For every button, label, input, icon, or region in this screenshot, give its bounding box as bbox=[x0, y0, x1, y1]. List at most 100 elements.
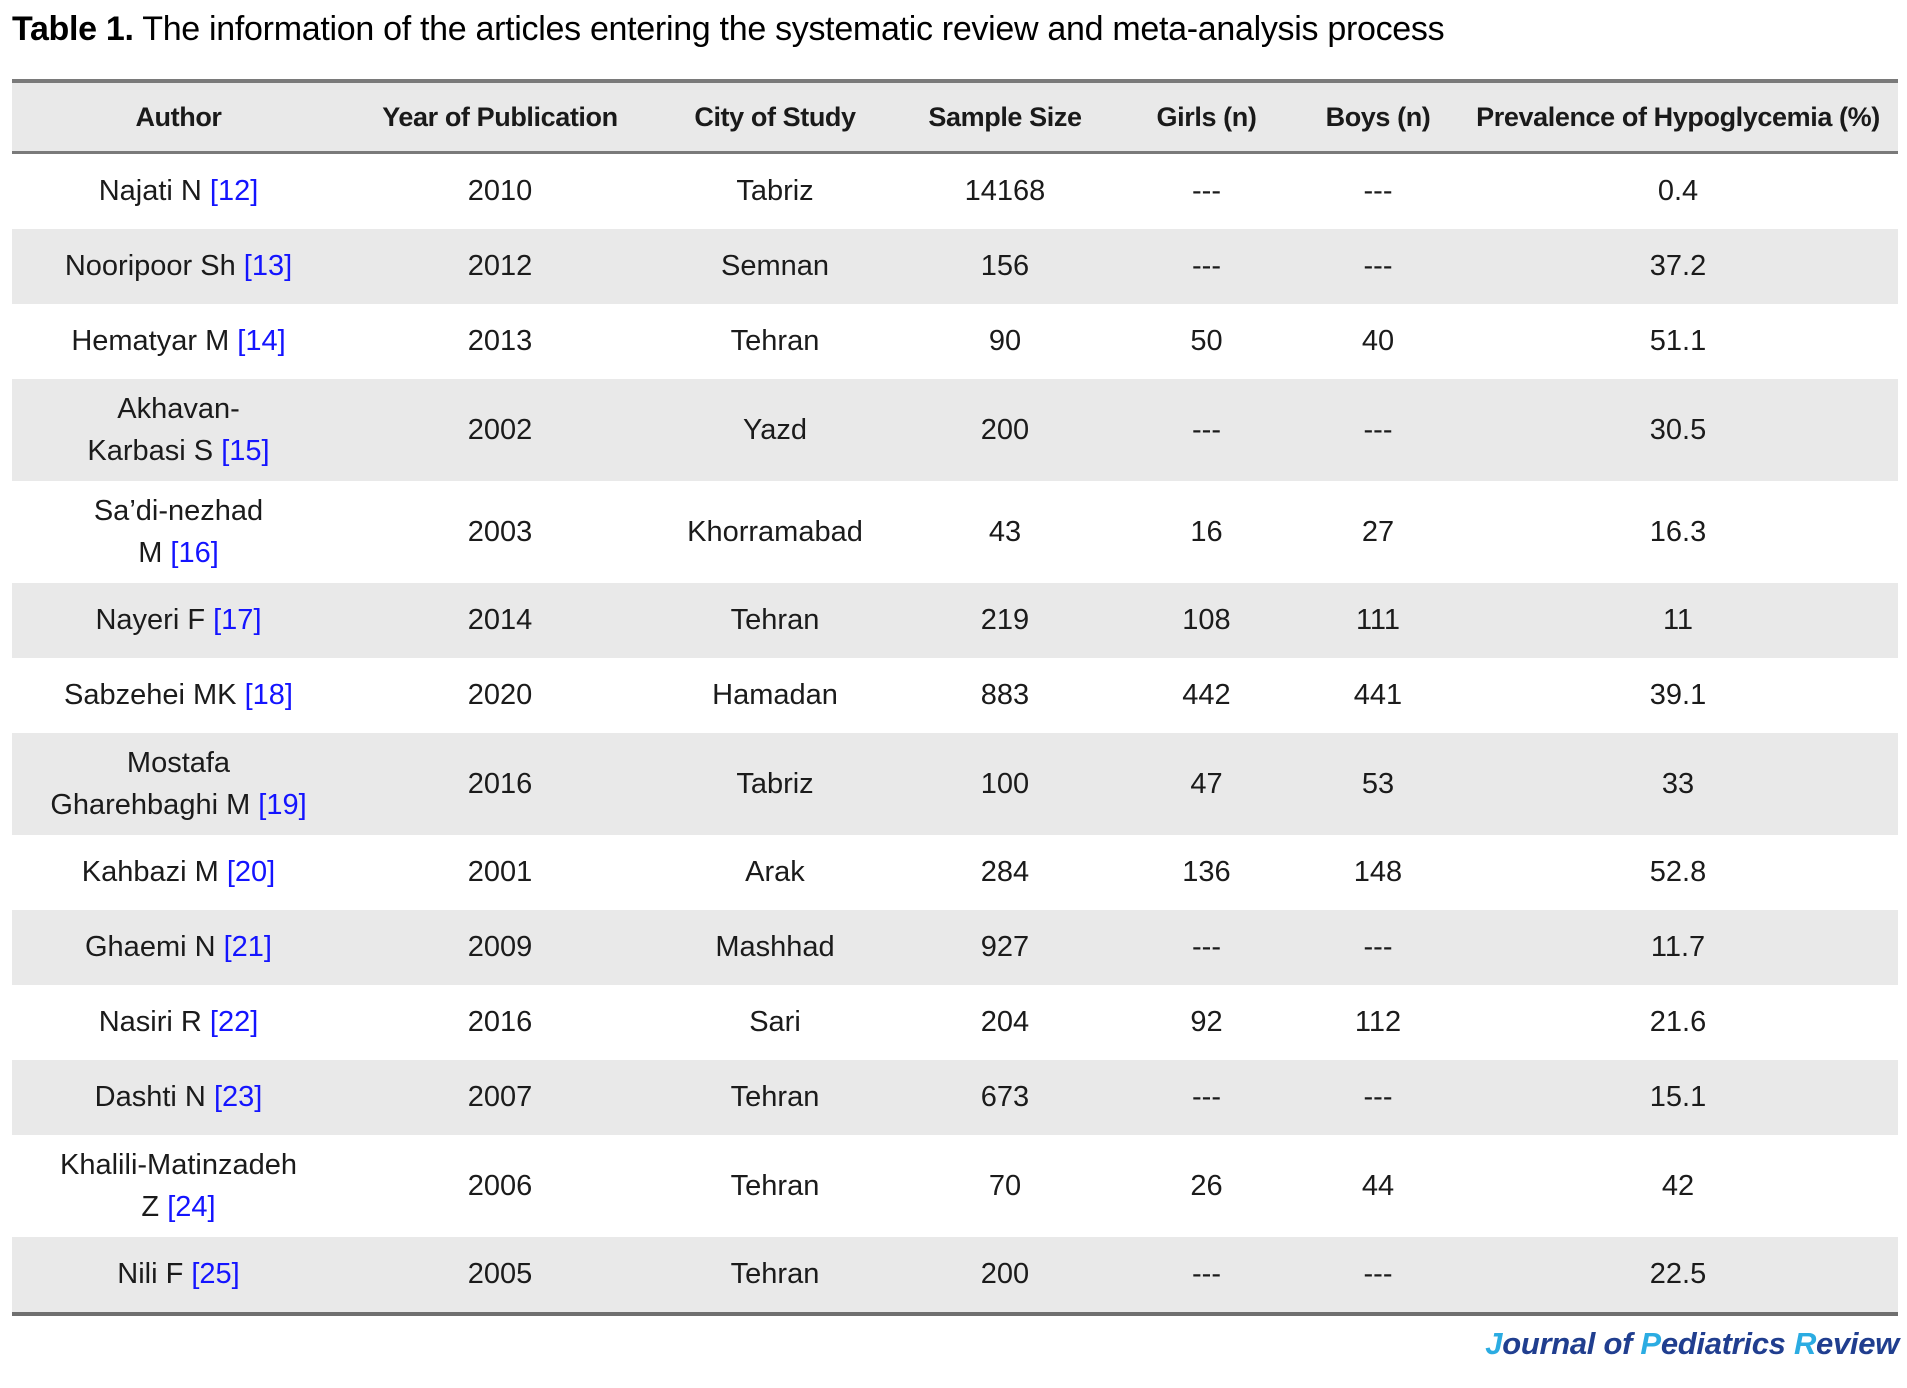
year-cell: 2016 bbox=[345, 733, 655, 835]
sample-size-cell: 673 bbox=[895, 1060, 1115, 1135]
city-cell: Sari bbox=[749, 1006, 801, 1039]
table-title-label: Table 1. bbox=[12, 10, 134, 48]
reference-link[interactable]: [14] bbox=[237, 325, 286, 358]
table-row: Kahbazi M [20] 2001 Arak 284 136 148 52.… bbox=[12, 835, 1898, 910]
sample-size-cell: 204 bbox=[980, 1006, 1030, 1039]
table-row: Nili F [25] 2005 Tehran 200 --- --- 22.5 bbox=[12, 1237, 1898, 1316]
boys-cell: --- bbox=[1298, 229, 1458, 304]
reference-link[interactable]: [25] bbox=[191, 1258, 240, 1291]
journal-footer: Journal of Pediatrics Review bbox=[0, 1326, 1907, 1362]
city-cell: Mashhad bbox=[655, 910, 895, 985]
reference-link[interactable]: [15] bbox=[221, 435, 270, 467]
table-row: Khalili-Matinzadeh Z [24] 2006 Tehran 70 … bbox=[12, 1135, 1898, 1237]
author-name: Akhavan- bbox=[117, 392, 240, 425]
table-row: Ghaemi N [21] 2009 Mashhad 927 --- --- 1… bbox=[12, 910, 1898, 985]
prevalence-cell: 33 bbox=[1458, 733, 1898, 835]
boys-cell: 112 bbox=[1354, 1006, 1402, 1039]
author-cell: Nooripoor Sh [13] bbox=[12, 229, 345, 304]
prevalence-cell: 30.5 bbox=[1458, 379, 1898, 481]
reference-link[interactable]: [12] bbox=[209, 175, 259, 208]
author-name: Nili F bbox=[117, 1258, 184, 1291]
city-cell: Tehran bbox=[655, 1060, 895, 1135]
year-cell: 2003 bbox=[467, 515, 533, 548]
boys-cell: 44 bbox=[1361, 1169, 1395, 1202]
author-name: Z bbox=[141, 1191, 160, 1223]
sample-size-cell: 43 bbox=[988, 515, 1022, 548]
author-cell: Nasiri R [22] bbox=[12, 985, 345, 1060]
column-header-girls: Girls (n) bbox=[1115, 79, 1298, 154]
city-cell: Tehran bbox=[730, 325, 820, 358]
year-cell: 2006 bbox=[467, 1169, 533, 1202]
column-header-boys: Boys (n) bbox=[1298, 79, 1458, 154]
table-row: Sa’di-nezhad M [16] 2003 Khorramabad 43 1… bbox=[12, 481, 1898, 583]
journal-initial-r: R bbox=[1793, 1326, 1817, 1361]
reference-link[interactable]: [20] bbox=[226, 856, 276, 889]
author-name: M bbox=[138, 537, 163, 569]
author-name: Sabzehei MK bbox=[64, 679, 237, 712]
reference-link[interactable]: [22] bbox=[209, 1006, 259, 1039]
city-cell: Khorramabad bbox=[687, 515, 863, 548]
girls-cell: 47 bbox=[1115, 733, 1298, 835]
reference-link[interactable]: [17] bbox=[213, 604, 262, 637]
sample-size-cell: 70 bbox=[988, 1169, 1022, 1202]
reference-link[interactable]: [13] bbox=[243, 250, 293, 283]
table-row: Nayeri F [17] 2014 Tehran 219 108 111 11 bbox=[12, 583, 1898, 658]
author-cell: Akhavan- Karbasi S [15] bbox=[12, 379, 345, 481]
sample-size-cell: 284 bbox=[980, 856, 1030, 889]
girls-cell: 50 bbox=[1190, 325, 1223, 358]
sample-size-cell: 927 bbox=[895, 910, 1115, 985]
girls-cell: 26 bbox=[1190, 1169, 1223, 1202]
journal-word-pediatrics: ediatrics bbox=[1660, 1326, 1786, 1361]
table-row: Najati N [12] 2010 Tabriz 14168 --- --- … bbox=[12, 153, 1898, 230]
sample-size-cell: 156 bbox=[895, 229, 1115, 304]
boys-cell: --- bbox=[1298, 910, 1458, 985]
author-name: Dashti N bbox=[94, 1081, 206, 1114]
reference-link[interactable]: [21] bbox=[223, 931, 272, 964]
girls-cell: --- bbox=[1115, 1060, 1298, 1135]
journal-initial-p: P bbox=[1640, 1326, 1661, 1361]
city-cell: Tehran bbox=[655, 583, 895, 658]
prevalence-cell: 37.2 bbox=[1458, 229, 1898, 304]
girls-cell: 442 bbox=[1182, 679, 1231, 712]
girls-cell: 92 bbox=[1190, 1006, 1223, 1039]
reference-link[interactable]: [18] bbox=[244, 679, 293, 712]
author-name: Khalili-Matinzadeh bbox=[60, 1148, 297, 1181]
boys-cell: 111 bbox=[1298, 583, 1458, 658]
reference-link[interactable]: [23] bbox=[213, 1081, 263, 1114]
prevalence-cell: 15.1 bbox=[1458, 1060, 1898, 1135]
prevalence-cell: 52.8 bbox=[1649, 856, 1707, 889]
reference-link[interactable]: [16] bbox=[170, 537, 219, 569]
boys-cell: 441 bbox=[1353, 679, 1403, 712]
girls-cell: --- bbox=[1115, 379, 1298, 481]
column-header-sample: Sample Size bbox=[895, 79, 1115, 154]
reference-link[interactable]: [19] bbox=[258, 789, 307, 821]
prevalence-cell: 11.7 bbox=[1458, 910, 1898, 985]
girls-cell: --- bbox=[1115, 910, 1298, 985]
table-title-text: The information of the articles entering… bbox=[133, 10, 1445, 48]
author-name: Ghaemi N bbox=[85, 931, 216, 964]
girls-cell: 16 bbox=[1190, 515, 1223, 548]
author-name: Nayeri F bbox=[95, 604, 206, 637]
table-row: Dashti N [23] 2007 Tehran 673 --- --- 15… bbox=[12, 1060, 1898, 1135]
author-name: Najati N bbox=[98, 175, 202, 208]
sample-size-cell: 200 bbox=[895, 379, 1115, 481]
sample-size-cell: 883 bbox=[980, 679, 1030, 712]
city-cell: Tehran bbox=[730, 1169, 820, 1202]
column-header-prevalence: Prevalence of Hypoglycemia (%) bbox=[1458, 79, 1898, 154]
column-header-year: Year of Publication bbox=[345, 79, 655, 154]
author-name: Karbasi S bbox=[87, 435, 214, 467]
sample-size-cell: 90 bbox=[988, 325, 1022, 358]
year-cell: 2007 bbox=[345, 1060, 655, 1135]
author-name: Sa’di-nezhad bbox=[93, 494, 264, 527]
year-cell: 2005 bbox=[345, 1237, 655, 1316]
author-name: Gharehbaghi M bbox=[50, 789, 251, 821]
journal-word-journal: ournal bbox=[1502, 1326, 1596, 1361]
table-row: Hematyar M [14] 2013 Tehran 90 50 40 51.… bbox=[12, 304, 1898, 379]
author-name: Hematyar M bbox=[71, 325, 230, 358]
year-cell: 2012 bbox=[345, 229, 655, 304]
reference-link[interactable]: [24] bbox=[167, 1191, 216, 1223]
author-name: Kahbazi M bbox=[81, 856, 219, 889]
author-cell: Khalili-Matinzadeh Z [24] bbox=[12, 1135, 345, 1237]
sample-size-cell: 100 bbox=[895, 733, 1115, 835]
city-cell: Arak bbox=[745, 856, 805, 889]
